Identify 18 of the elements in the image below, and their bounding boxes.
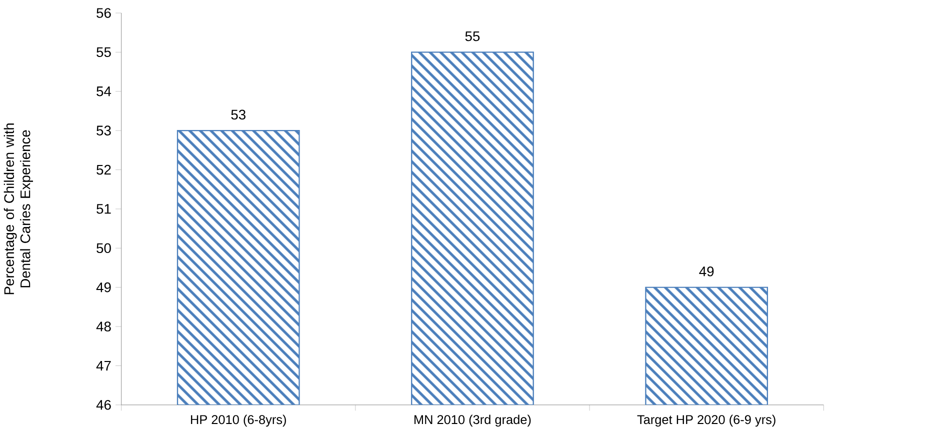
data-label: 55: [465, 31, 480, 41]
y-tick-label: 47: [96, 360, 111, 370]
x-tick-label: MN 2010 (3rd grade): [414, 414, 531, 426]
y-tick-label: 54: [96, 86, 112, 96]
y-tick-label: 53: [96, 125, 111, 136]
y-tick-label: 51: [96, 204, 111, 214]
data-label: 53: [231, 110, 246, 120]
data-label: 49: [699, 266, 714, 276]
x-tick-label: HP 2010 (6-8yrs): [191, 414, 286, 426]
y-tick-label: 46: [96, 400, 111, 410]
y-tick-label: 50: [96, 243, 111, 253]
y-tick-label: 52: [96, 164, 111, 174]
y-tick-label: 48: [96, 321, 111, 332]
y-tick-label: 49: [96, 282, 111, 292]
y-axis-title: Percentage of Children with Dental Caries Experience: [4, 123, 33, 294]
y-tick-label: 55: [96, 47, 111, 57]
x-tick-label: Target HP 2020 (6-9 yrs): [637, 414, 776, 426]
y-tick-label: 56: [96, 8, 111, 18]
